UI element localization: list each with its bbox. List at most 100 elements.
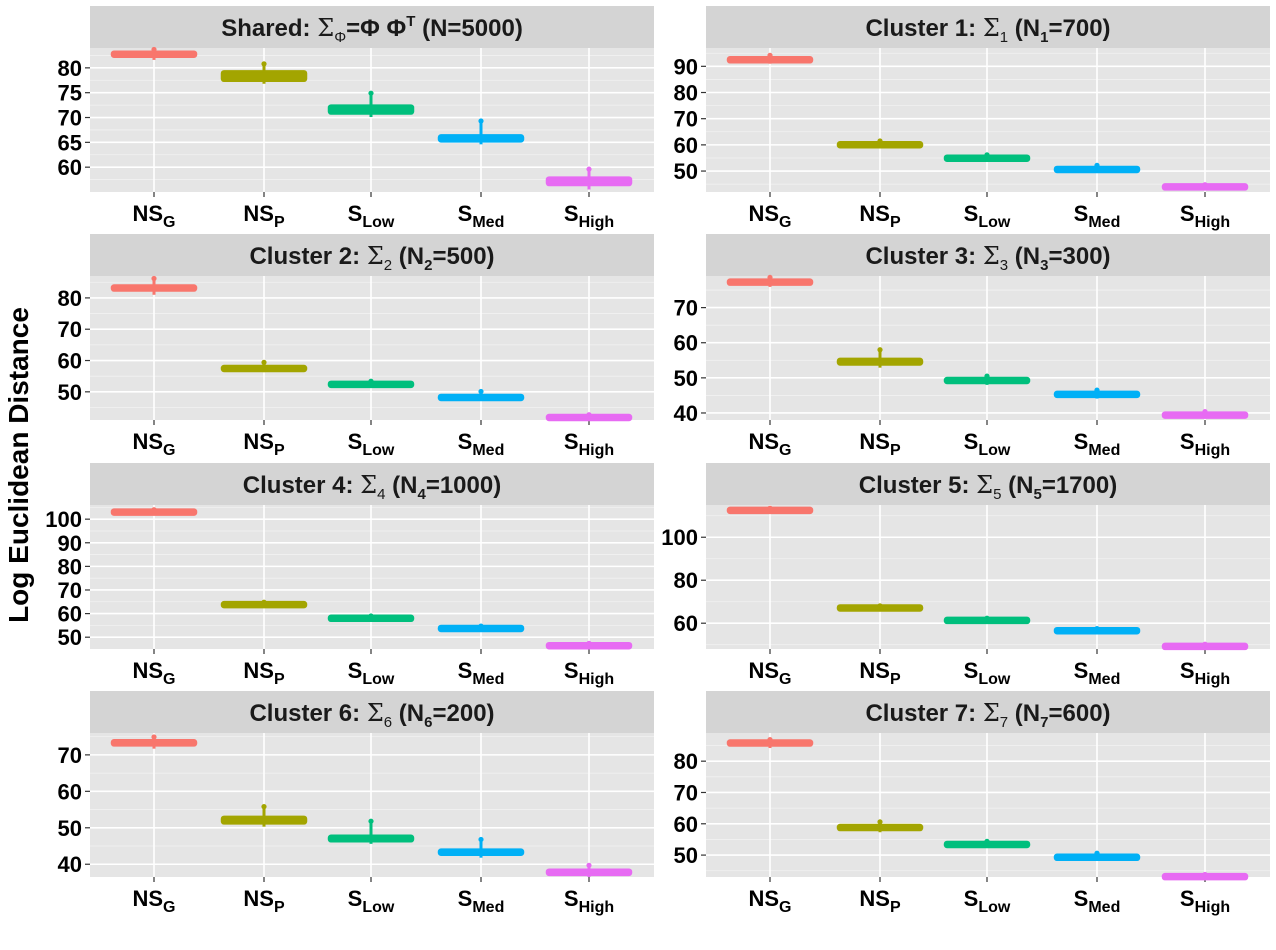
x-tick-label: NSG	[748, 429, 791, 459]
panel-2: Cluster 2: Σ2 (N2=500) 50 60 70 80 NSG NSP SLow…	[58, 234, 654, 459]
box-outlier-point	[151, 275, 157, 282]
y-tick-label: 50	[58, 625, 82, 650]
y-tick-label: 75	[58, 81, 82, 106]
y-tick-label: 70	[674, 296, 698, 321]
box-outlier-point	[1202, 408, 1208, 415]
panel-title: Cluster 7: Σ7 (N7=600)	[865, 699, 1110, 731]
panel-strip	[706, 234, 1270, 276]
box-outlier-point	[1202, 182, 1208, 188]
x-tick-label: SHigh	[1180, 658, 1230, 688]
panel-title: Shared: ΣΦ=Φ ΦT (N=5000)	[221, 13, 523, 46]
panel-background	[90, 276, 654, 420]
box-outlier-point	[877, 603, 883, 609]
box-S_High	[545, 412, 633, 422]
x-tick-label: SHigh	[564, 886, 614, 916]
x-tick-label: SLow	[964, 886, 1011, 916]
y-tick-label: 80	[674, 749, 698, 774]
box-outlier-point	[877, 347, 883, 353]
box-S_High	[1161, 408, 1249, 419]
x-tick-label: NSP	[859, 886, 901, 916]
box-outlier-point	[877, 138, 883, 144]
box-NS_G	[110, 734, 198, 749]
y-tick-label: 100	[661, 525, 698, 550]
x-tick-label: NSG	[748, 201, 791, 231]
box-outlier-point	[1094, 850, 1100, 856]
y-tick-label: 60	[58, 155, 82, 180]
box-S_Med	[1053, 850, 1141, 862]
box-outlier-point	[478, 118, 484, 124]
x-tick-label: NSG	[132, 658, 175, 688]
box-S_High	[1161, 641, 1249, 651]
box-NS_P	[220, 804, 308, 827]
box-outlier-point	[877, 819, 883, 825]
x-tick-label: SHigh	[564, 658, 614, 688]
box-S_Med	[1053, 162, 1141, 174]
y-tick-label: 100	[45, 507, 82, 532]
x-tick-label: SMed	[1074, 429, 1121, 459]
panel-strip	[90, 691, 654, 733]
y-tick-label: 70	[58, 317, 82, 342]
box-NS_G	[726, 274, 814, 287]
panel-5: Cluster 5: Σ5 (N5=1700) 60 80 100 NSG NSP SLow…	[661, 463, 1270, 688]
panel-6: Cluster 6: Σ6 (N6=200) 40 50 60 70 NSG NSP SLow…	[58, 691, 654, 916]
x-tick-label: NSG	[748, 886, 791, 916]
panel-title: Cluster 2: Σ2 (N2=500)	[249, 242, 494, 274]
y-tick-label: 70	[58, 106, 82, 131]
x-tick-label: SHigh	[1180, 429, 1230, 459]
box-outlier-point	[767, 52, 773, 58]
box-NS_P	[836, 819, 924, 833]
y-tick-label: 60	[674, 812, 698, 837]
box-NS_G	[110, 275, 198, 295]
box-S_Med	[1053, 387, 1141, 399]
panel-background	[90, 733, 654, 877]
box-outlier-point	[1202, 871, 1208, 878]
panel-background	[706, 48, 1270, 192]
panel-title: Cluster 3: Σ3 (N3=300)	[865, 242, 1110, 274]
y-tick-label: 60	[58, 779, 82, 804]
x-tick-label: NSP	[243, 201, 285, 231]
box-S_Low	[943, 373, 1031, 385]
x-tick-label: NSG	[132, 201, 175, 231]
box-outlier-point	[261, 599, 267, 605]
x-tick-label: SHigh	[564, 429, 614, 459]
x-tick-label: SLow	[348, 658, 395, 688]
panel-title: Cluster 6: Σ6 (N6=200)	[249, 699, 494, 731]
box-outlier-point	[151, 46, 157, 53]
box-outlier-point	[261, 61, 267, 67]
x-tick-label: NSG	[132, 429, 175, 459]
panel-background	[706, 733, 1270, 877]
x-tick-label: SHigh	[564, 201, 614, 231]
panel-strip	[706, 6, 1270, 48]
y-tick-label: 50	[674, 159, 698, 184]
panel-background	[90, 48, 654, 192]
box-S_High	[545, 862, 633, 877]
box-S_Med	[437, 836, 525, 858]
box-NS_P	[220, 599, 308, 609]
x-tick-label: SMed	[1074, 658, 1121, 688]
panel-3: Cluster 3: Σ3 (N3=300) 40 50 60 70 NSG NSP SLow…	[674, 234, 1270, 459]
box-outlier-point	[586, 640, 592, 646]
box-NS_G	[110, 46, 198, 60]
x-tick-label: SMed	[1074, 886, 1121, 916]
y-tick-label: 60	[674, 133, 698, 158]
box-S_Low	[943, 838, 1031, 849]
y-tick-label: 60	[58, 349, 82, 374]
y-tick-label: 80	[674, 81, 698, 106]
box-outlier-point	[767, 505, 773, 511]
y-tick-label: 60	[674, 611, 698, 636]
box-NS_G	[726, 736, 814, 749]
box-S_Low	[327, 613, 415, 623]
box-S_High	[545, 166, 633, 190]
box-outlier-point	[586, 412, 592, 418]
box-outlier-point	[478, 388, 484, 395]
box-S_Med	[437, 623, 525, 633]
box-outlier-point	[984, 615, 990, 621]
box-outlier-point	[1094, 387, 1100, 393]
box-S_Low	[327, 818, 415, 844]
box-outlier-point	[261, 804, 267, 810]
x-tick-label: NSP	[859, 429, 901, 459]
